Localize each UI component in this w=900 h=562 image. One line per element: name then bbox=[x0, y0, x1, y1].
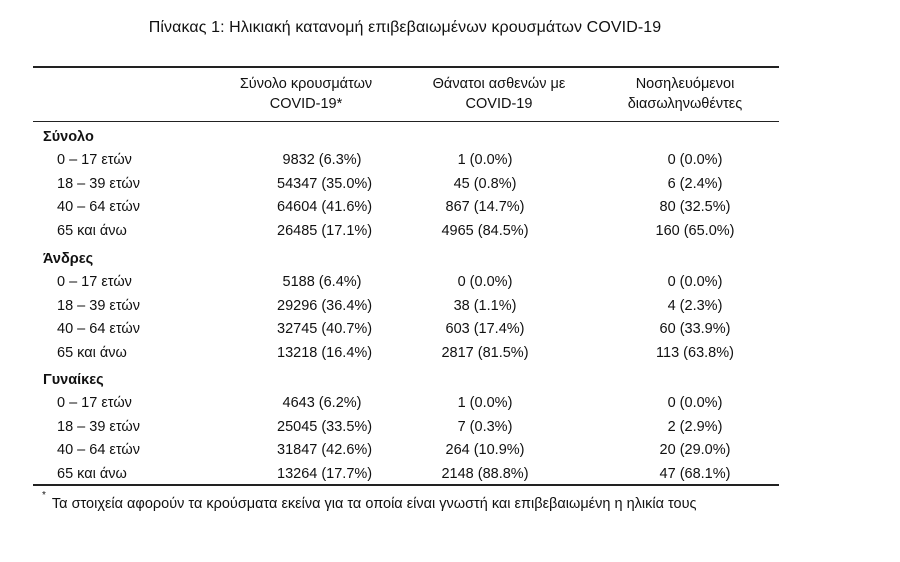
total-cases-cell: 9832 (6.3%) bbox=[282, 152, 362, 168]
deaths-cell: 603 (17.4%) bbox=[445, 321, 525, 337]
age-group-cell: 65 και άνω bbox=[57, 465, 127, 482]
bottom-rule bbox=[33, 484, 779, 486]
table-row: 40 – 64 ετών 32745 (40.7%) 603 (17.4%) 60 (… bbox=[33, 318, 779, 340]
table-row: 0 – 17 ετών 9832 (6.3%) 1 (0.0%) 0 (0.0%) bbox=[33, 149, 779, 171]
header-deaths-line2: COVID-19 bbox=[465, 96, 533, 112]
intubated-cell: 80 (32.5%) bbox=[659, 199, 731, 215]
total-cases-cell: 13218 (16.4%) bbox=[277, 344, 373, 361]
intubated-cell: 160 (65.0%) bbox=[655, 222, 735, 239]
group-header-row: Σύνολο bbox=[33, 126, 779, 148]
header-total-cases-line2: COVID-19* bbox=[269, 96, 343, 112]
total-cases-cell: 26485 (17.1%) bbox=[277, 222, 373, 239]
intubated-cell: 60 (33.9%) bbox=[659, 321, 731, 337]
age-group-cell: 18 – 39 ετών bbox=[57, 175, 140, 192]
deaths-cell: 45 (0.8%) bbox=[453, 175, 517, 192]
intubated-cell: 4 (2.3%) bbox=[667, 297, 723, 314]
total-cases-cell: 54347 (35.0%) bbox=[277, 175, 373, 192]
top-rule bbox=[33, 66, 779, 68]
table-row: 18 – 39 ετών 54347 (35.0%) 45 (0.8%) 6 (2.4… bbox=[33, 173, 779, 195]
group-label: Σύνολο bbox=[43, 129, 94, 145]
table-row: 18 – 39 ετών 25045 (33.5%) 7 (0.3%) 2 (2.9%… bbox=[33, 416, 779, 438]
total-cases-cell: 25045 (33.5%) bbox=[277, 418, 373, 435]
age-group-cell: 18 – 39 ετών bbox=[57, 418, 140, 435]
deaths-cell: 2817 (81.5%) bbox=[441, 344, 529, 361]
intubated-cell: 0 (0.0%) bbox=[667, 395, 723, 411]
total-cases-cell: 13264 (17.7%) bbox=[277, 465, 373, 482]
age-group-cell: 0 – 17 ετών bbox=[57, 152, 132, 168]
age-group-cell: 40 – 64 ετών bbox=[57, 442, 140, 458]
total-cases-cell: 29296 (36.4%) bbox=[277, 297, 373, 314]
table-row: 40 – 64 ετών 64604 (41.6%) 867 (14.7%) 80 (… bbox=[33, 196, 779, 218]
table-row: 65 και άνω 26485 (17.1%) 4965 (84.5%) 160 (… bbox=[33, 220, 779, 242]
age-group-cell: 0 – 17 ετών bbox=[57, 274, 132, 290]
total-cases-cell: 5188 (6.4%) bbox=[282, 274, 362, 290]
footnote-text: Τα στοιχεία αφορούν τα κρούσματα εκείνα … bbox=[51, 495, 697, 512]
total-cases-cell: 31847 (42.6%) bbox=[277, 442, 373, 458]
total-cases-cell: 32745 (40.7%) bbox=[277, 321, 373, 337]
deaths-cell: 2148 (88.8%) bbox=[441, 465, 529, 482]
footnote: * Τα στοιχεία αφορούν τα κρούσματα εκείνα… bbox=[42, 490, 697, 514]
header-intubated-line2: διασωληνωθέντες bbox=[627, 96, 743, 112]
deaths-cell: 264 (10.9%) bbox=[445, 442, 525, 458]
group-header-row: Άνδρες bbox=[33, 248, 779, 270]
deaths-cell: 1 (0.0%) bbox=[457, 152, 513, 168]
table-row: 0 – 17 ετών 4643 (6.2%) 1 (0.0%) 0 (0.0%) bbox=[33, 392, 779, 414]
intubated-cell: 47 (68.1%) bbox=[659, 465, 731, 482]
table-row: 65 και άνω 13264 (17.7%) 2148 (88.8%) 47 (6… bbox=[33, 463, 779, 485]
intubated-cell: 0 (0.0%) bbox=[667, 274, 723, 290]
header-total-cases-line1: Σύνολο κρουσμάτων bbox=[239, 76, 373, 92]
header-deaths-line1: Θάνατοι ασθενών με bbox=[432, 76, 566, 92]
group-label: Άνδρες bbox=[43, 251, 94, 267]
table-row: 65 και άνω 13218 (16.4%) 2817 (81.5%) 113 (… bbox=[33, 342, 779, 364]
deaths-cell: 0 (0.0%) bbox=[457, 274, 513, 290]
table-row: 0 – 17 ετών 5188 (6.4%) 0 (0.0%) 0 (0.0%) bbox=[33, 271, 779, 293]
intubated-cell: 0 (0.0%) bbox=[667, 152, 723, 168]
deaths-cell: 867 (14.7%) bbox=[445, 199, 525, 215]
age-group-cell: 18 – 39 ετών bbox=[57, 297, 140, 314]
deaths-cell: 1 (0.0%) bbox=[457, 395, 513, 411]
deaths-cell: 38 (1.1%) bbox=[453, 297, 517, 314]
header-intubated-line1: Νοσηλευόμενοι bbox=[635, 76, 735, 92]
group-header-row: Γυναίκες bbox=[33, 369, 779, 391]
table-row: 40 – 64 ετών 31847 (42.6%) 264 (10.9%) 20 (… bbox=[33, 439, 779, 461]
header-rule bbox=[33, 121, 779, 122]
table-title: Πίνακας 1: Ηλικιακή κατανομή επιβεβαιωμέ… bbox=[148, 19, 662, 36]
age-group-cell: 40 – 64 ετών bbox=[57, 199, 140, 215]
deaths-cell: 4965 (84.5%) bbox=[441, 222, 529, 239]
age-group-cell: 65 και άνω bbox=[57, 222, 127, 239]
header-total-cases: Σύνολο κρουσμάτων COVID-19* bbox=[226, 74, 386, 114]
age-group-cell: 0 – 17 ετών bbox=[57, 395, 132, 411]
header-intubated: Νοσηλευόμενοι διασωληνωθέντες bbox=[610, 74, 760, 114]
intubated-cell: 20 (29.0%) bbox=[659, 442, 731, 458]
table-row: 18 – 39 ετών 29296 (36.4%) 38 (1.1%) 4 (2.3… bbox=[33, 295, 779, 317]
total-cases-cell: 64604 (41.6%) bbox=[277, 199, 373, 215]
header-deaths: Θάνατοι ασθενών με COVID-19 bbox=[414, 74, 584, 114]
deaths-cell: 7 (0.3%) bbox=[457, 418, 513, 435]
age-group-cell: 40 – 64 ετών bbox=[57, 321, 140, 337]
footnote-marker: * bbox=[42, 490, 46, 501]
intubated-cell: 113 (63.8%) bbox=[656, 344, 734, 361]
intubated-cell: 2 (2.9%) bbox=[667, 418, 723, 435]
intubated-cell: 6 (2.4%) bbox=[667, 175, 723, 192]
age-group-cell: 65 και άνω bbox=[57, 344, 127, 361]
group-label: Γυναίκες bbox=[43, 372, 104, 388]
total-cases-cell: 4643 (6.2%) bbox=[282, 395, 362, 411]
